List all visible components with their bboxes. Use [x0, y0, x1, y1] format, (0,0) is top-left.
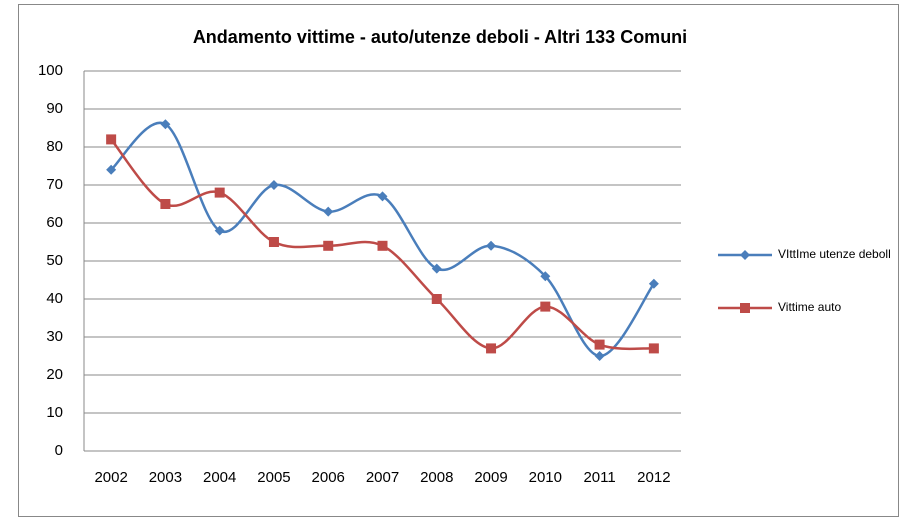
x-tick-label: 2009 — [474, 469, 507, 486]
y-tick-label: 30 — [46, 328, 63, 345]
data-point — [160, 119, 171, 130]
data-point — [214, 225, 225, 236]
data-point — [377, 240, 388, 251]
x-tick-label: 2007 — [366, 469, 399, 486]
x-tick-label: 2012 — [637, 469, 670, 486]
data-point — [160, 199, 171, 209]
y-tick-label: 0 — [55, 442, 63, 459]
data-point — [268, 237, 279, 247]
y-tick-label: 60 — [46, 214, 63, 231]
y-tick-label: 50 — [46, 252, 63, 269]
legend-marker — [740, 250, 750, 260]
data-point — [431, 294, 442, 304]
x-tick-label: 2004 — [203, 469, 236, 486]
data-point — [594, 339, 605, 350]
x-tick-label: 2003 — [149, 469, 182, 486]
x-tick-label: 2002 — [94, 469, 127, 486]
data-point — [323, 240, 334, 251]
chart-title: Andamento vittime - auto/utenze deboli -… — [193, 27, 687, 47]
data-point — [214, 187, 225, 198]
data-point — [594, 351, 605, 361]
x-tick-label: 2011 — [583, 469, 615, 486]
data-point — [106, 164, 117, 175]
data-point — [540, 301, 551, 312]
x-tick-label: 2010 — [529, 469, 562, 486]
y-tick-label: 100 — [38, 62, 63, 79]
y-tick-label: 10 — [46, 404, 63, 421]
data-point — [377, 191, 388, 202]
y-tick-label: 90 — [46, 100, 63, 117]
data-point — [486, 240, 497, 251]
legend-marker — [740, 303, 750, 313]
data-point — [648, 343, 659, 354]
y-tick-label: 80 — [46, 138, 63, 155]
x-tick-label: 2008 — [420, 469, 453, 486]
data-point — [431, 263, 442, 274]
data-point — [268, 180, 279, 190]
data-point — [106, 134, 117, 145]
data-point — [323, 206, 334, 217]
data-point — [486, 343, 497, 354]
y-tick-label: 20 — [46, 366, 63, 383]
x-tick-label: 2005 — [257, 469, 290, 486]
x-tick-label: 2006 — [312, 469, 345, 486]
legend-label: Vittime auto — [778, 300, 841, 314]
data-point — [648, 278, 659, 289]
y-tick-label: 70 — [46, 176, 63, 193]
legend-label: VIttIme utenze deboll — [778, 247, 891, 261]
y-tick-label: 40 — [46, 290, 63, 307]
data-point — [540, 271, 551, 282]
